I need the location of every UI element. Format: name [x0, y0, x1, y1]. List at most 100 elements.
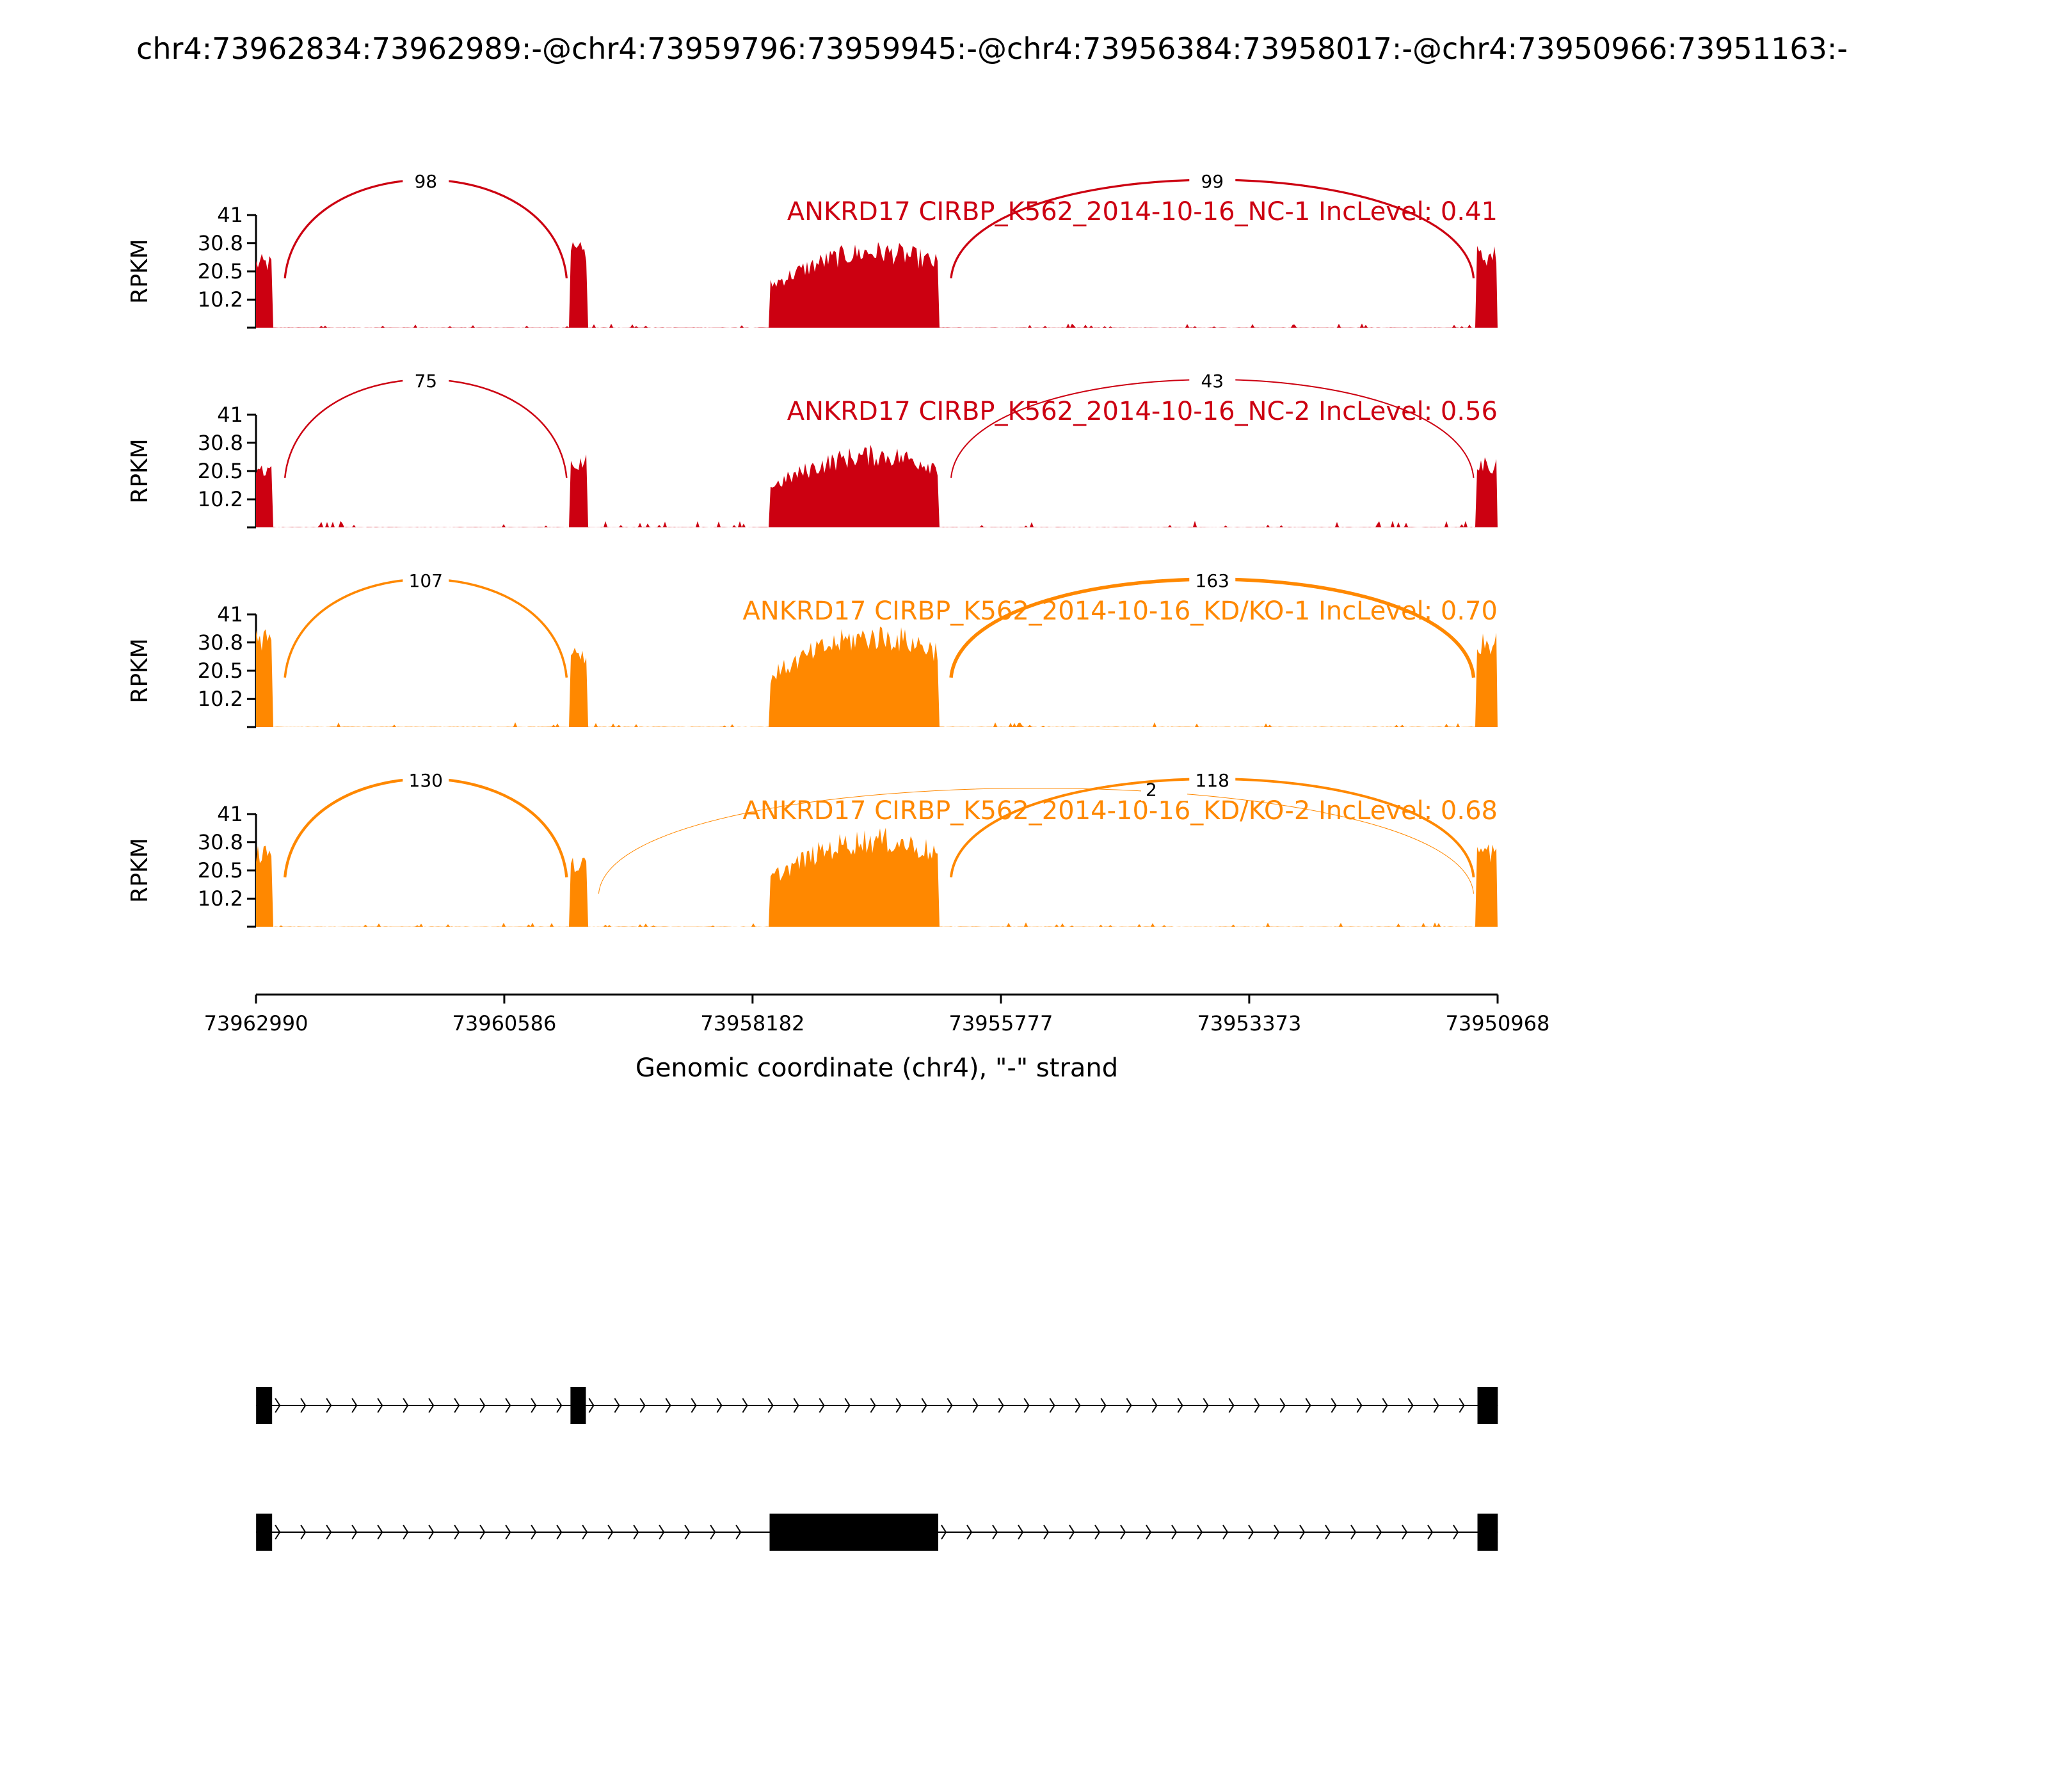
isoform-models [256, 1387, 1498, 1551]
y-tick-label: 20.5 [198, 259, 243, 284]
strand-chevron [992, 1524, 998, 1540]
junction-arc [950, 778, 1475, 877]
junction-count: 2 [1146, 779, 1157, 800]
x-tick-label: 73962990 [204, 1011, 308, 1036]
junction-label-bg [403, 769, 449, 792]
strand-chevron [531, 1398, 537, 1413]
strand-chevron [1299, 1524, 1306, 1540]
strand-chevron [1427, 1524, 1434, 1540]
x-tick-label: 73958182 [700, 1011, 804, 1036]
strand-chevron [275, 1398, 281, 1413]
junction-arc [598, 788, 1475, 894]
strand-chevron [505, 1398, 511, 1413]
strand-chevron [1094, 1524, 1101, 1540]
track-1: 41 30.8 20.5 10.2 RPKM ANKRD17 CIRBP_K562_201… [127, 170, 1498, 329]
y-tick-label: 20.5 [198, 459, 243, 483]
strand-chevron [966, 1524, 973, 1540]
exon-block [1477, 1387, 1498, 1424]
strand-chevron [633, 1524, 639, 1540]
y-axis-label: RPKM [127, 638, 153, 703]
junction-count: 163 [1196, 570, 1229, 591]
y-tick-label: 30.8 [198, 431, 243, 455]
coverage-tracks: 41 30.8 20.5 10.2 RPKM ANKRD17 CIRBP_K562_201… [127, 170, 1498, 928]
x-axis: 73962990 73960586 73958182 73955777 73953373… [204, 993, 1549, 1036]
track-title: ANKRD17 CIRBP_K562_2014-10-16_NC-1 IncLe… [787, 197, 1498, 227]
strand-chevron [1356, 1398, 1363, 1413]
strand-chevron [428, 1398, 435, 1413]
strand-chevron [505, 1524, 511, 1540]
strand-chevron [1171, 1524, 1178, 1540]
strand-chevron [1325, 1524, 1331, 1540]
y-tick-label: 20.5 [198, 659, 243, 683]
strand-chevron [377, 1524, 383, 1540]
strand-chevron [1043, 1524, 1050, 1540]
strand-chevron [403, 1398, 409, 1413]
strand-chevron [1126, 1398, 1132, 1413]
track-4: 41 30.8 20.5 10.2 RPKM ANKRD17 CIRBP_K562_201… [127, 769, 1498, 928]
strand-chevron [1049, 1398, 1055, 1413]
strand-chevron [326, 1524, 332, 1540]
strand-chevron [1433, 1398, 1439, 1413]
x-tick-label: 73960586 [452, 1011, 556, 1036]
junction-label-bg [1189, 570, 1236, 592]
coverage-area [256, 627, 1498, 727]
strand-chevron [1197, 1524, 1203, 1540]
strand-chevron [1453, 1524, 1459, 1540]
y-tick-label: 41 [217, 203, 243, 227]
strand-chevron [1305, 1398, 1311, 1413]
chart-title: chr4:73962834:73962989:-@chr4:73959796:7… [136, 31, 1848, 66]
strand-chevron [1459, 1398, 1465, 1413]
y-tick-label: 41 [217, 602, 243, 627]
strand-chevron [710, 1524, 716, 1540]
isoform-1 [256, 1387, 1498, 1424]
exon-block [570, 1387, 586, 1424]
strand-chevron [1254, 1398, 1260, 1413]
junction-count: 75 [414, 371, 437, 392]
y-tick-label: 30.8 [198, 830, 243, 854]
strand-chevron [1120, 1524, 1126, 1540]
strand-chevron [556, 1398, 563, 1413]
junction-count: 118 [1196, 770, 1229, 791]
strand-chevron [665, 1398, 671, 1413]
strand-chevron [531, 1524, 537, 1540]
y-tick-label: 10.2 [198, 687, 243, 711]
junction-arc [950, 179, 1475, 278]
strand-chevron [941, 1524, 947, 1540]
strand-chevron [351, 1398, 358, 1413]
strand-chevron [1228, 1398, 1235, 1413]
strand-chevron [588, 1398, 595, 1413]
strand-chevron [582, 1524, 588, 1540]
strand-chevron [921, 1398, 927, 1413]
x-axis-label: Genomic coordinate (chr4), "-" strand [636, 1053, 1118, 1083]
coverage-area [256, 242, 1498, 328]
strand-chevron [1100, 1398, 1107, 1413]
y-tick-label: 20.5 [198, 858, 243, 883]
junction-arc [950, 379, 1475, 478]
strand-chevron [1248, 1524, 1254, 1540]
y-tick-label: 10.2 [198, 886, 243, 911]
strand-chevron [607, 1524, 614, 1540]
strand-chevron [1023, 1398, 1030, 1413]
strand-chevron [639, 1398, 646, 1413]
y-tick-label: 30.8 [198, 231, 243, 255]
strand-chevron [403, 1524, 409, 1540]
strand-chevron [454, 1398, 460, 1413]
strand-chevron [1018, 1524, 1024, 1540]
junction-label-bg [403, 370, 449, 392]
junction-arc [284, 578, 568, 678]
junction-arc [284, 378, 568, 478]
junction-arc [284, 179, 568, 278]
strand-chevron [1382, 1398, 1388, 1413]
strand-chevron [1331, 1398, 1337, 1413]
strand-chevron [793, 1398, 799, 1413]
strand-chevron [1222, 1524, 1229, 1540]
junction-count: 99 [1201, 171, 1224, 192]
strand-chevron [716, 1398, 723, 1413]
strand-chevron [1350, 1524, 1357, 1540]
strand-chevron [895, 1398, 902, 1413]
track-title: ANKRD17 CIRBP_K562_2014-10-16_NC-2 IncLe… [787, 397, 1498, 426]
junction-label-bg [1189, 370, 1236, 392]
strand-chevron [556, 1524, 563, 1540]
track-title: ANKRD17 CIRBP_K562_2014-10-16_KD/KO-2 In… [742, 796, 1498, 826]
